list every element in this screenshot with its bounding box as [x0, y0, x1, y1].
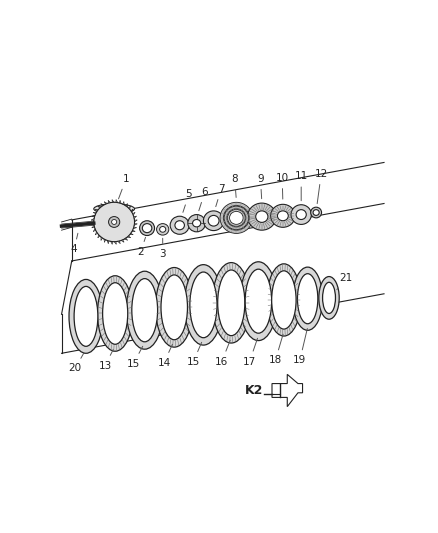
Ellipse shape: [240, 262, 277, 341]
Ellipse shape: [109, 216, 120, 228]
Ellipse shape: [319, 277, 339, 319]
Ellipse shape: [297, 273, 318, 324]
Text: 14: 14: [157, 344, 173, 368]
Ellipse shape: [230, 212, 243, 224]
Ellipse shape: [296, 209, 306, 220]
Ellipse shape: [193, 220, 201, 227]
Text: 18: 18: [269, 334, 283, 365]
Ellipse shape: [224, 206, 249, 230]
Text: 7: 7: [216, 184, 224, 207]
Text: 13: 13: [99, 350, 113, 370]
Text: 3: 3: [159, 238, 166, 259]
Ellipse shape: [188, 215, 205, 232]
Ellipse shape: [227, 209, 246, 227]
Text: 12: 12: [314, 169, 328, 204]
Ellipse shape: [293, 267, 322, 330]
Text: 11: 11: [295, 172, 308, 201]
Text: 20: 20: [69, 353, 84, 374]
Ellipse shape: [291, 205, 311, 224]
Ellipse shape: [132, 279, 158, 342]
Ellipse shape: [127, 271, 163, 349]
Ellipse shape: [220, 203, 253, 233]
Ellipse shape: [175, 221, 184, 230]
Ellipse shape: [184, 265, 223, 345]
Ellipse shape: [208, 215, 219, 226]
Ellipse shape: [272, 271, 296, 329]
Ellipse shape: [155, 268, 193, 347]
Ellipse shape: [322, 282, 336, 313]
Ellipse shape: [271, 204, 295, 227]
Ellipse shape: [69, 279, 103, 353]
Text: 16: 16: [215, 340, 230, 367]
Ellipse shape: [142, 224, 152, 232]
Text: 19: 19: [293, 328, 307, 365]
Text: 10: 10: [276, 173, 289, 199]
Ellipse shape: [212, 263, 250, 343]
Ellipse shape: [277, 211, 288, 221]
Ellipse shape: [190, 272, 217, 338]
Ellipse shape: [256, 211, 268, 222]
Ellipse shape: [170, 216, 189, 235]
Ellipse shape: [218, 270, 245, 336]
Text: 1: 1: [119, 174, 129, 199]
Ellipse shape: [311, 207, 321, 218]
Text: 6: 6: [199, 187, 208, 211]
Text: K2: K2: [245, 384, 264, 397]
Text: 5: 5: [183, 189, 192, 212]
Ellipse shape: [74, 286, 98, 346]
Ellipse shape: [267, 264, 301, 336]
Ellipse shape: [223, 206, 249, 230]
Text: 2: 2: [138, 237, 145, 257]
Text: 21: 21: [337, 273, 353, 289]
Ellipse shape: [102, 282, 128, 344]
Text: 15: 15: [187, 342, 201, 367]
Ellipse shape: [159, 227, 166, 232]
Ellipse shape: [157, 224, 169, 235]
Text: 9: 9: [257, 174, 264, 199]
Text: 15: 15: [127, 346, 143, 368]
Ellipse shape: [227, 209, 245, 227]
Ellipse shape: [140, 221, 155, 236]
Text: 17: 17: [243, 338, 258, 367]
Text: 4: 4: [71, 233, 78, 254]
Ellipse shape: [98, 276, 133, 351]
Ellipse shape: [247, 203, 276, 230]
Ellipse shape: [245, 269, 272, 333]
Ellipse shape: [161, 275, 187, 340]
Ellipse shape: [313, 209, 319, 215]
Ellipse shape: [203, 211, 224, 231]
Ellipse shape: [112, 220, 117, 224]
Ellipse shape: [94, 204, 134, 214]
Text: 8: 8: [231, 174, 238, 197]
Ellipse shape: [94, 202, 134, 241]
